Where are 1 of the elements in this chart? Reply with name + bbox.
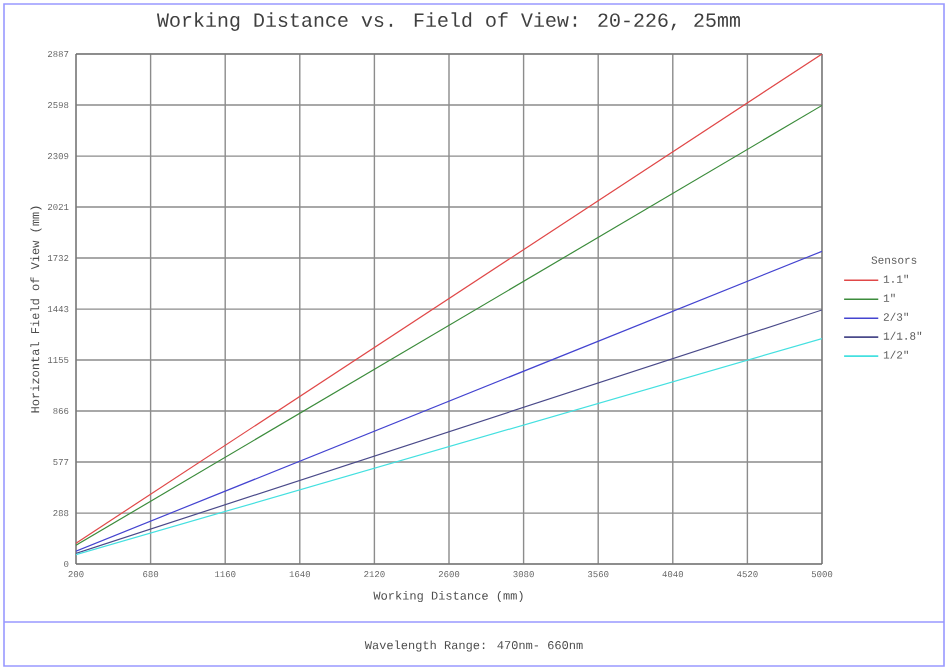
chart-title: Working Distance vs. Field of View: 20-226, 25mm — [156, 12, 740, 31]
